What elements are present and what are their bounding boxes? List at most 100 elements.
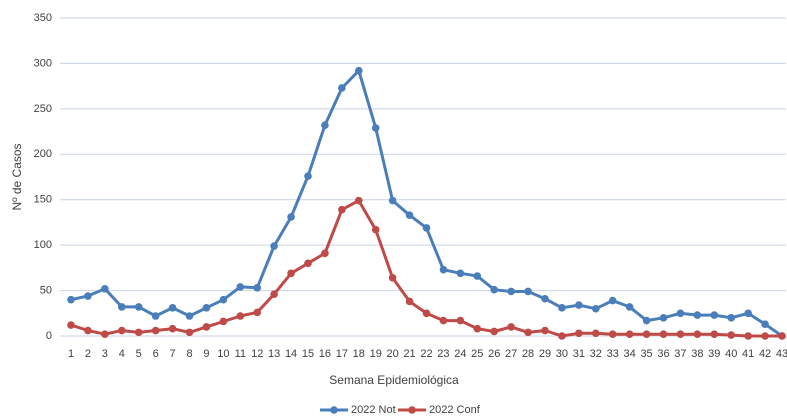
x-tick-label: 5 [136,348,142,360]
y-tick-label: 150 [34,194,52,206]
data-point [270,290,278,299]
data-point [778,332,786,340]
x-tick-label: 15 [302,348,314,360]
x-tick-label: 14 [285,348,297,360]
x-tick-label: 13 [268,348,280,360]
data-point [202,323,211,331]
data-point [253,284,262,292]
data-point [151,312,160,320]
data-point [219,295,228,304]
data-point [727,331,736,339]
data-point [287,269,295,278]
data-point [338,205,346,214]
data-point [625,330,634,338]
data-point [659,314,668,322]
x-tick-label: 4 [119,348,125,360]
data-point [67,321,75,329]
y-tick-label: 0 [46,330,52,342]
data-point [575,329,583,338]
data-point [168,304,177,312]
data-point [338,84,346,92]
x-tick-label: 29 [539,348,551,360]
x-tick-label: 8 [186,348,192,360]
y-tick-label: 300 [34,57,52,69]
data-point [744,332,752,340]
x-tick-label: 43 [776,348,787,360]
x-tick-label: 23 [437,348,449,360]
data-point [744,309,752,318]
x-tick-label: 20 [387,348,399,360]
x-tick-label: 30 [556,348,568,360]
x-tick-label: 37 [674,348,686,360]
data-point [591,329,600,338]
data-point [693,311,702,319]
data-point [676,309,685,318]
x-tick-label: 27 [505,348,517,360]
x-tick-label: 32 [590,348,602,360]
data-point [473,324,482,333]
x-tick-label: 40 [725,348,737,360]
data-point [405,297,414,306]
data-point [151,326,160,335]
legend-marker [408,406,416,414]
data-point [659,330,668,338]
x-tick-label: 24 [454,348,466,360]
data-point [490,285,499,294]
data-point [439,265,448,274]
data-point [354,66,363,75]
x-tick-label: 17 [336,348,348,360]
x-tick-label: 31 [573,348,585,360]
data-point [67,295,75,304]
data-point [575,301,583,309]
legend-label: 2022 Not [351,404,396,416]
data-point [202,304,211,312]
x-tick-label: 1 [68,348,74,360]
data-point [541,326,549,335]
data-point [134,328,143,337]
data-point [507,287,515,296]
data-point [134,303,143,311]
data-point [388,274,397,282]
data-point [456,269,465,278]
x-tick-label: 38 [691,348,703,360]
x-tick-label: 22 [420,348,432,360]
x-tick-label: 34 [624,348,636,360]
x-tick-label: 41 [742,348,754,360]
x-tick-label: 28 [522,348,534,360]
x-tick-label: 9 [203,348,209,360]
x-tick-label: 18 [353,348,365,360]
data-point [642,316,651,325]
data-point [253,308,262,317]
data-point [558,304,566,312]
data-point [185,312,194,320]
data-point [101,330,109,338]
legend-marker [330,406,338,414]
data-point [507,323,515,331]
x-tick-label: 36 [657,348,669,360]
data-point [354,196,363,205]
y-tick-label: 250 [34,103,52,115]
data-point [321,121,329,130]
data-point [321,249,329,258]
data-point [591,304,600,313]
x-tick-label: 12 [251,348,263,360]
data-point [710,311,719,319]
data-point [84,292,92,300]
x-tick-label: 7 [170,348,176,360]
data-point [371,225,380,234]
y-tick-label: 200 [34,148,52,160]
data-point [405,211,414,219]
data-point [304,172,312,180]
y-tick-label: 50 [40,284,52,296]
x-tick-label: 2 [85,348,91,360]
data-point [761,332,769,340]
data-point [84,326,92,335]
x-tick-label: 39 [708,348,720,360]
data-point [625,303,634,311]
x-tick-label: 42 [759,348,771,360]
data-point [608,296,617,305]
data-point [101,284,109,293]
data-point [524,328,532,337]
data-point [371,124,380,132]
